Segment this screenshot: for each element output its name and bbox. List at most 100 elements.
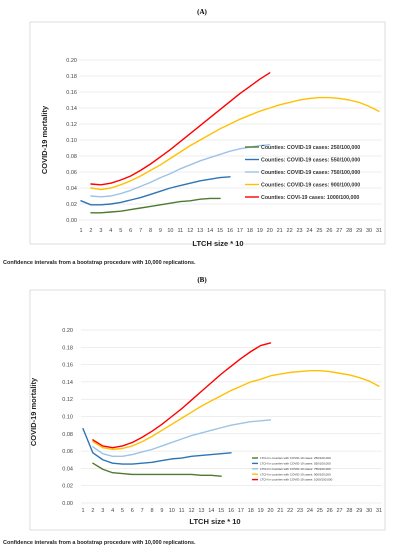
series-line-1 — [92, 462, 222, 477]
y-tick-label: 0.10 — [66, 138, 77, 144]
series-line-2 — [80, 176, 231, 206]
x-tick-label: 5 — [121, 508, 124, 514]
chart-panel-a: (A) 0.00 0.02 0.04 0.06 0.08 0.10 0.12 0.14 0.16… — [3, 8, 386, 266]
y-tick-label: 0.12 — [66, 122, 77, 128]
x-tick-label: 29 — [356, 228, 362, 234]
x-tick-label: 24 — [306, 228, 312, 234]
x-tick-labels-a: 1 2 3 4 5 6 7 8 9 10 11 12 13 14 15 16 17 18 19 20 21 22 23 24 2… — [79, 228, 382, 234]
y-tick-label: 0.18 — [62, 345, 73, 351]
y-tick-label: 0.02 — [62, 484, 73, 490]
x-axis-title-a: LTCH size * 10 — [192, 239, 243, 248]
y-tick-label: 0.04 — [62, 466, 73, 472]
legend-label: LTCH in counties with COVID-19 cases: 90… — [260, 472, 331, 476]
y-tick-label: 0.20 — [62, 328, 73, 334]
x-tick-label: 21 — [277, 508, 283, 514]
x-tick-label: 12 — [187, 228, 193, 234]
y-tick-label: 0.10 — [62, 415, 73, 421]
y-tick-label: 0.20 — [66, 58, 77, 64]
x-tick-label: 7 — [141, 508, 144, 514]
y-tick-label: 0.14 — [62, 380, 73, 386]
series-line-5 — [90, 72, 271, 186]
x-tick-label: 17 — [237, 228, 243, 234]
x-tick-label: 30 — [366, 228, 372, 234]
y-tick-label: 0.06 — [66, 170, 77, 176]
x-tick-label: 29 — [356, 508, 362, 514]
x-tick-label: 18 — [248, 508, 254, 514]
x-tick-label: 9 — [160, 508, 163, 514]
legend-label: LTCH in counties with COVID-19 cases: 25… — [260, 456, 331, 460]
legend-label: Counties: COVID-19 cases: 750/100,000 — [261, 170, 360, 176]
x-tick-label: 19 — [258, 508, 264, 514]
x-tick-label: 4 — [109, 228, 112, 234]
series-line-3 — [90, 144, 271, 198]
y-tick-label: 0.00 — [66, 218, 77, 224]
series-lines-b — [82, 342, 380, 477]
legend-label: Counties: COVID-19 cases: 250/100,000 — [261, 145, 360, 151]
x-tick-label: 2 — [91, 508, 94, 514]
x-tick-label: 27 — [336, 508, 342, 514]
y-tick-label: 0.00 — [62, 501, 73, 507]
series-line-2 — [82, 427, 232, 465]
x-tick-label: 9 — [159, 228, 162, 234]
x-tick-label: 2 — [89, 228, 92, 234]
series-line-3 — [92, 419, 272, 457]
x-tick-label: 25 — [317, 508, 323, 514]
plot-area-b — [29, 289, 386, 531]
y-tick-label: 0.08 — [66, 154, 77, 160]
x-tick-label: 26 — [327, 508, 333, 514]
y-tick-label: 0.14 — [66, 106, 77, 112]
y-tick-label: 0.06 — [62, 449, 73, 455]
plot-area-a — [29, 21, 386, 245]
series-line-1 — [90, 197, 221, 214]
y-axis-title-b: COVID-19 mortality — [29, 377, 38, 446]
x-tick-label: 12 — [188, 508, 194, 514]
legend-b: LTCH in counties with COVID-19 cases: 25… — [252, 456, 333, 482]
series-line-4 — [90, 96, 380, 191]
chart-panel-b: (B) 0.00 0.02 0.04 0.06 0.08 0.10 0.12 0.14 0.16… — [3, 276, 386, 546]
x-tick-label: 3 — [99, 228, 102, 234]
x-tick-label: 31 — [376, 228, 382, 234]
legend-label: Counties: COVID-19 cases: 550/100,000 — [261, 157, 360, 163]
y-tick-label: 0.16 — [62, 363, 73, 369]
x-tick-label: 21 — [277, 228, 283, 234]
x-tick-label: 6 — [131, 508, 134, 514]
x-tick-label: 28 — [346, 228, 352, 234]
x-tick-label: 5 — [119, 228, 122, 234]
y-tick-label: 0.02 — [66, 202, 77, 208]
x-tick-label: 8 — [151, 508, 154, 514]
y-tick-labels-a: 0.00 0.02 0.04 0.06 0.08 0.10 0.12 0.14 0.16 0.18… — [66, 58, 77, 224]
x-tick-label: 28 — [346, 508, 352, 514]
grid-a — [79, 59, 382, 221]
x-tick-label: 25 — [316, 228, 322, 234]
x-tick-label: 15 — [218, 508, 224, 514]
x-tick-label: 13 — [198, 508, 204, 514]
x-tick-label: 20 — [267, 228, 273, 234]
x-tick-label: 11 — [177, 228, 183, 234]
y-tick-label: 0.12 — [62, 397, 73, 403]
x-tick-label: 23 — [297, 508, 303, 514]
note-a: Confidence intervals from a bootstrap pr… — [3, 260, 196, 266]
x-tick-label: 7 — [139, 228, 142, 234]
x-tick-label: 16 — [227, 228, 233, 234]
x-tick-label: 10 — [167, 228, 173, 234]
x-tick-label: 10 — [169, 508, 175, 514]
y-tick-label: 0.18 — [66, 74, 77, 80]
x-tick-label: 8 — [149, 228, 152, 234]
x-tick-label: 24 — [307, 508, 313, 514]
x-tick-label: 17 — [238, 508, 244, 514]
x-tick-label: 27 — [336, 228, 342, 234]
legend-label: LTCH in counties with COVID-19 cases: 55… — [260, 462, 331, 466]
note-b: Confidence intervals from a bootstrap pr… — [3, 540, 196, 546]
x-tick-label: 1 — [79, 228, 82, 234]
x-tick-label: 23 — [296, 228, 302, 234]
x-tick-label: 14 — [207, 228, 213, 234]
legend-a: Counties: COVID-19 cases: 250/100,000 Cou… — [245, 145, 360, 201]
x-tick-label: 18 — [247, 228, 253, 234]
y-axis-title-a: COVID-19 mortality — [40, 105, 49, 174]
x-tick-label: 11 — [179, 508, 185, 514]
x-tick-label: 22 — [287, 228, 293, 234]
x-tick-label: 3 — [101, 508, 104, 514]
x-axis-title-b: LTCH size * 10 — [189, 517, 240, 526]
y-tick-labels-b: 0.00 0.02 0.04 0.06 0.08 0.10 0.12 0.14 0.16 0.18… — [62, 328, 73, 507]
x-tick-label: 19 — [257, 228, 263, 234]
